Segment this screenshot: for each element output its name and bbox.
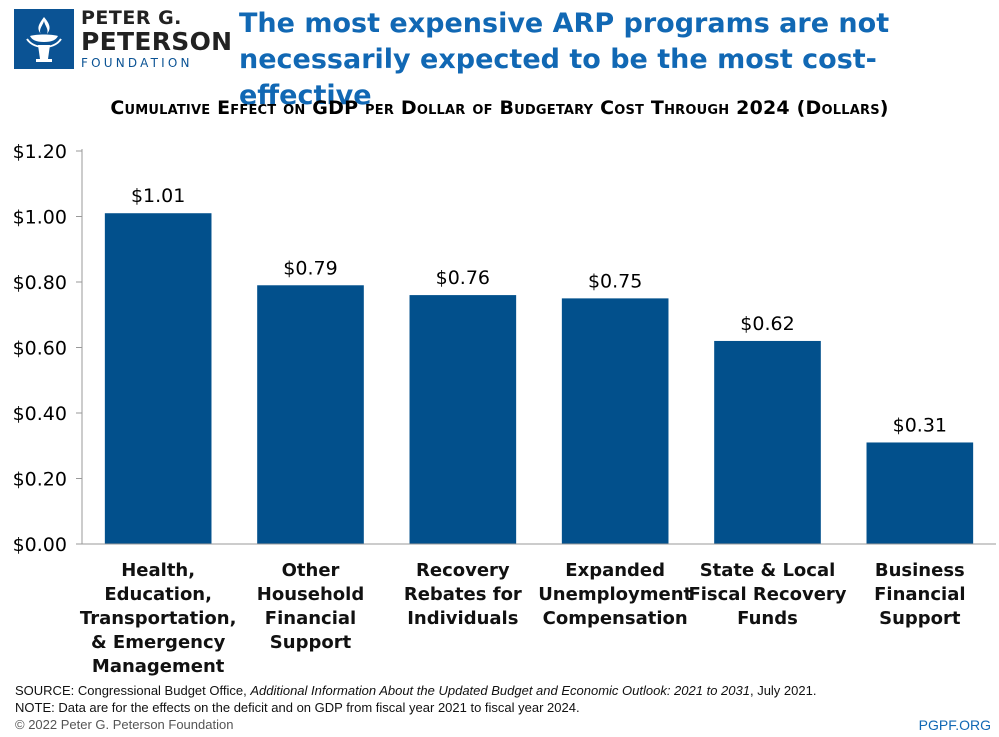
- source-publication: Additional Information About the Updated…: [250, 683, 750, 698]
- pgpf-logo: PETER G. PETERSON FOUNDATION: [14, 9, 232, 69]
- data-label: $0.76: [436, 267, 490, 289]
- x-tick-label-line: Financial: [874, 584, 965, 605]
- data-label: $0.75: [588, 270, 642, 292]
- x-tick-label-line: Transportation,: [80, 608, 237, 629]
- x-tick-label-line: Recovery: [416, 560, 510, 581]
- source-prefix: SOURCE: Congressional Budget Office,: [15, 683, 251, 698]
- y-tick-label: $0.00: [13, 534, 67, 556]
- bar: [866, 442, 974, 544]
- bar: [409, 295, 517, 544]
- y-tick-label: $1.20: [13, 141, 67, 163]
- source-suffix: , July 2021.: [749, 683, 817, 698]
- data-note: NOTE: Data are for the effects on the de…: [15, 700, 580, 715]
- y-tick-label: $1.00: [13, 207, 67, 229]
- x-tick-label: Health, Education, Transportation, & Emerge…: [80, 560, 237, 677]
- x-tick-label-line: Education,: [104, 584, 212, 605]
- x-tick-label-line: Expanded: [565, 560, 665, 581]
- x-tick-label: Expanded Unemployment Compensation: [538, 560, 692, 629]
- logo-line-foundation: FOUNDATION: [81, 56, 193, 70]
- bar-chart: $0.00 $0.20 $0.40 $0.60 $0.80 $1.00 $1.20 $1.01…: [13, 141, 996, 677]
- bar: [561, 298, 669, 544]
- logo-line-peter: PETER G.: [81, 7, 182, 29]
- x-tick-label-line: Household: [257, 584, 364, 605]
- y-tick-label: $0.40: [13, 403, 67, 425]
- site-link[interactable]: PGPF.ORG: [918, 717, 991, 733]
- x-tick-label-line: & Emergency: [91, 632, 226, 653]
- x-tick-label-line: Unemployment: [538, 584, 692, 605]
- x-tick-label-line: Other: [282, 560, 340, 581]
- headline: The most expensive ARP programs are not …: [239, 8, 890, 111]
- x-tick-label: Recovery Rebates for Individuals: [404, 560, 522, 629]
- y-tick-label: $0.20: [13, 469, 67, 491]
- x-tick-label-line: Financial: [265, 608, 356, 629]
- data-label: $0.31: [893, 414, 947, 436]
- source-note: SOURCE: Congressional Budget Office, Add…: [15, 683, 816, 699]
- x-tick-label: Business Financial Support: [874, 560, 965, 629]
- bar: [104, 213, 212, 544]
- bar: [257, 285, 364, 544]
- x-tick-label-line: Health,: [121, 560, 195, 581]
- x-tick-label-line: Business: [875, 560, 965, 581]
- copyright: © 2022 Peter G. Peterson Foundation: [15, 717, 234, 732]
- x-tick-label-line: Individuals: [407, 608, 518, 629]
- y-tick-label: $0.80: [13, 272, 67, 294]
- x-tick-label-line: Support: [270, 632, 352, 653]
- x-tick-label: State & Local Fiscal Recovery Funds: [688, 560, 846, 629]
- x-tick-label-line: Compensation: [543, 608, 688, 629]
- bar: [714, 340, 821, 544]
- x-tick-label-line: Funds: [737, 608, 798, 629]
- x-tick-label-line: Support: [879, 608, 961, 629]
- x-tick-label-line: State & Local: [700, 560, 836, 581]
- x-tick-label-line: Fiscal Recovery: [688, 584, 846, 605]
- x-tick-label-line: Rebates for: [404, 584, 522, 605]
- chart-title: Cumulative Effect on GDP per Dollar of B…: [110, 97, 889, 119]
- torch-icon: [14, 9, 74, 69]
- x-tick-label: Other Household Financial Support: [257, 560, 364, 653]
- data-label: $0.62: [740, 313, 794, 335]
- logo-line-peterson: PETERSON: [81, 27, 233, 56]
- y-tick-label: $0.60: [13, 338, 67, 360]
- data-label: $0.79: [283, 257, 337, 279]
- data-label: $1.01: [131, 185, 185, 207]
- x-tick-label-line: Management: [92, 656, 225, 677]
